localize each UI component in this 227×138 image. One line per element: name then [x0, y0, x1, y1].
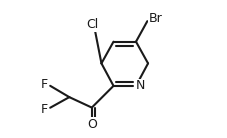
Text: Cl: Cl	[86, 18, 99, 31]
Text: N: N	[136, 79, 145, 92]
Text: F: F	[40, 103, 48, 116]
Text: Br: Br	[149, 12, 163, 25]
Text: F: F	[40, 78, 48, 91]
Text: O: O	[87, 118, 97, 131]
